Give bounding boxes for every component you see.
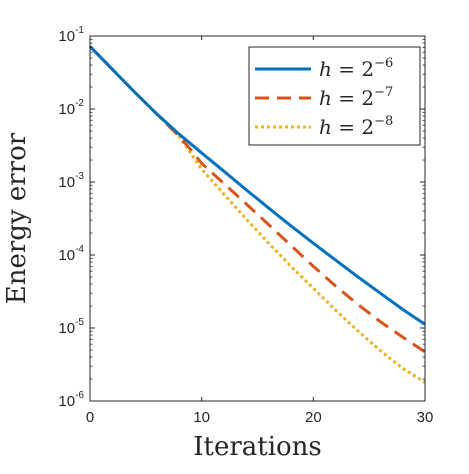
y-axis-label: Energy error xyxy=(2,132,32,304)
x-axis-label: Iterations xyxy=(193,432,322,462)
y-tick-label: 10-6 xyxy=(58,390,84,410)
legend-box xyxy=(248,46,421,146)
legend: h = 2−6 h = 2−7 h = 2−8 xyxy=(248,46,421,146)
axes-box xyxy=(89,35,426,402)
y-tick-label: 10-1 xyxy=(58,25,84,45)
x-tick-label: 10 xyxy=(193,409,210,426)
y-tick-label: 10-4 xyxy=(58,244,84,264)
y-tick-label: 10-3 xyxy=(58,171,84,191)
series-line-1 xyxy=(88,45,426,326)
legend-label-3: h = 2−8 xyxy=(319,114,393,139)
y-tick-label: 10-2 xyxy=(58,98,84,118)
series-line-2 xyxy=(88,45,426,354)
legend-label-2: h = 2−7 xyxy=(319,85,393,110)
legend-label-1: h = 2−6 xyxy=(319,56,393,81)
x-tick-label: 20 xyxy=(305,409,322,426)
ticks-layer: 0 10 20 30 10-6 10-5 10-4 10-3 10-2 10-1 xyxy=(58,25,433,426)
x-tick-label: 0 xyxy=(86,409,94,426)
series-layer xyxy=(88,45,426,384)
y-tick-label: 10-5 xyxy=(58,317,84,337)
x-tick-label: 30 xyxy=(417,409,434,426)
